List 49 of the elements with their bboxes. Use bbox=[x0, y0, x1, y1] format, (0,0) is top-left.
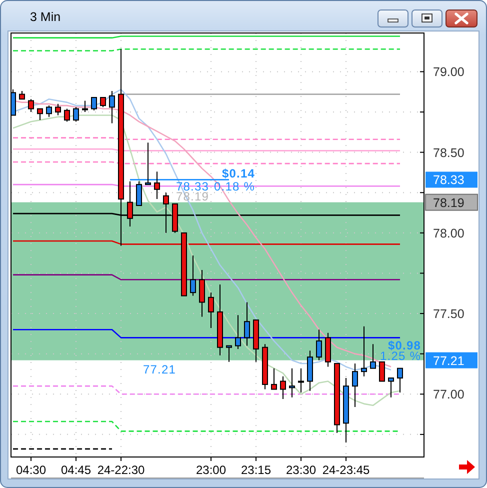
y-tick-label: 79.00 bbox=[433, 65, 464, 80]
candlestick bbox=[73, 106, 79, 122]
candlestick bbox=[145, 142, 151, 186]
candlestick bbox=[55, 103, 61, 116]
y-tick-label: 77.50 bbox=[433, 307, 464, 322]
candlestick bbox=[316, 329, 322, 361]
candlestick bbox=[370, 344, 376, 369]
candlestick bbox=[154, 171, 160, 200]
candlestick bbox=[280, 376, 286, 400]
y-tick-label: 78.50 bbox=[433, 146, 464, 160]
chart-title: 3 Min bbox=[30, 10, 61, 24]
text: 78.19 bbox=[433, 196, 464, 210]
text: 77.21 bbox=[433, 354, 464, 368]
x-tick-label: 23:15 bbox=[240, 463, 272, 477]
candlestick bbox=[64, 108, 70, 122]
candlestick bbox=[379, 361, 385, 382]
x-tick-label: 04:30 bbox=[16, 463, 46, 477]
annotation: 77.21 bbox=[143, 362, 176, 376]
candlestick bbox=[136, 180, 142, 206]
candlestick bbox=[271, 368, 277, 390]
x-tick-label: 24-23:45 bbox=[322, 463, 370, 477]
candlestick bbox=[235, 314, 241, 350]
annotation: $0.98 bbox=[388, 338, 421, 352]
candlestick bbox=[289, 368, 295, 398]
candlestick bbox=[109, 90, 115, 124]
candlestick bbox=[28, 98, 34, 112]
candlestick bbox=[190, 254, 196, 296]
candlestick bbox=[100, 96, 106, 108]
candlestick bbox=[37, 108, 43, 121]
y-tick-label: 78.00 bbox=[433, 226, 464, 240]
candlestick bbox=[226, 345, 232, 362]
candlestick bbox=[208, 292, 214, 329]
annotation: $0.14 bbox=[222, 166, 255, 181]
x-tick-label: 24-22:30 bbox=[97, 463, 146, 477]
candlestick bbox=[397, 368, 403, 394]
candlestick bbox=[91, 96, 97, 111]
candlestick bbox=[352, 362, 358, 408]
x-tick-label: 04:45 bbox=[60, 463, 92, 477]
x-tick-label: 23:00 bbox=[196, 463, 226, 477]
x-tick-label: 23:30 bbox=[286, 463, 316, 477]
candlestick bbox=[82, 100, 88, 112]
text: 78.33 bbox=[433, 173, 464, 188]
candlestick bbox=[46, 105, 52, 118]
candlestick bbox=[388, 378, 394, 398]
candlestick bbox=[298, 368, 304, 394]
y-tick-label: 77.00 bbox=[433, 388, 464, 402]
candlestick bbox=[244, 302, 250, 346]
candlestick bbox=[361, 326, 367, 377]
candlestick bbox=[199, 269, 205, 318]
